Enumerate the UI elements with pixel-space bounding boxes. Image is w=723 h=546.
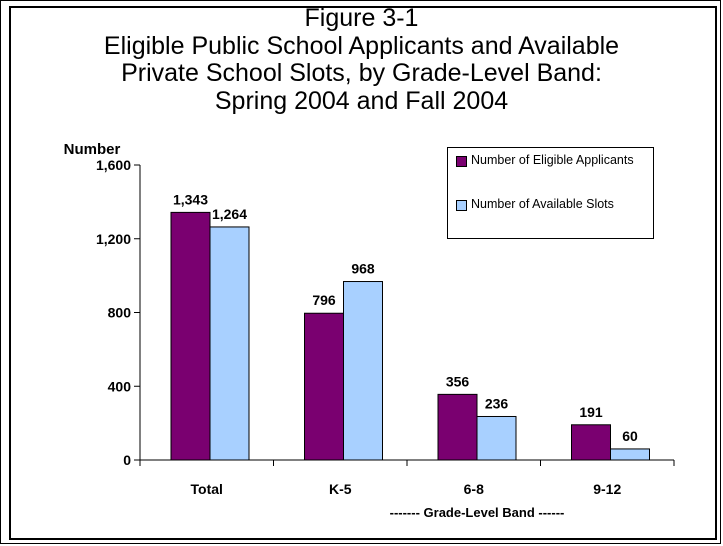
- chart-title-line-4: Spring 2004 and Fall 2004: [214, 86, 509, 115]
- x-axis-label: ------- Grade-Level Band ------: [390, 505, 565, 520]
- legend-item-applicants: Number of Eligible Applicants: [456, 153, 641, 168]
- legend-swatch-applicants: [456, 156, 467, 167]
- data-label-applicants: 191: [579, 404, 603, 420]
- bar-applicants: [304, 312, 344, 461]
- chart-title-line-1: Figure 3-1: [304, 4, 419, 32]
- x-tick-label: K-5: [329, 481, 352, 497]
- y-tick-label: 1,200: [96, 231, 131, 247]
- bar-slots: [343, 281, 383, 461]
- data-label-applicants: 796: [312, 292, 336, 308]
- bar-applicants: [437, 393, 478, 461]
- chart-title-line-2: Eligible Public School Applicants and Av…: [103, 31, 620, 60]
- x-tick-label: Total: [191, 481, 223, 497]
- chart-title: Figure 3-1 Eligible Public School Applic…: [0, 4, 723, 115]
- legend-label-slots: Number of Available Slots: [471, 197, 614, 211]
- data-label-slots: 60: [622, 428, 638, 444]
- legend-swatch-slots: [456, 200, 467, 211]
- data-label-slots: 1,264: [212, 206, 247, 222]
- data-label-applicants: 356: [446, 373, 470, 389]
- data-label-slots: 968: [351, 261, 375, 277]
- bar-slots: [610, 448, 650, 461]
- y-axis-label: Number: [64, 141, 121, 158]
- bar-applicants: [571, 424, 611, 461]
- figure-inner-border: [9, 6, 717, 540]
- bar-slots: [209, 226, 250, 461]
- y-tick-label: 1,600: [96, 157, 131, 173]
- chart-legend: Number of Eligible Applicants Number of …: [447, 147, 654, 239]
- data-label-applicants: 1,343: [173, 191, 208, 207]
- legend-label-applicants: Number of Eligible Applicants: [471, 153, 634, 167]
- x-tick-label: 9-12: [593, 481, 621, 497]
- chart-title-line-3: Private School Slots, by Grade-Level Ban…: [121, 59, 602, 87]
- x-tick-label: 6-8: [464, 481, 484, 497]
- y-tick-label: 0: [123, 452, 131, 468]
- data-label-slots: 236: [485, 395, 509, 411]
- bar-applicants: [170, 211, 211, 461]
- y-tick-label: 400: [108, 378, 132, 394]
- y-tick-label: 800: [108, 305, 132, 321]
- legend-item-slots: Number of Available Slots: [456, 197, 641, 212]
- bar-slots: [476, 415, 517, 461]
